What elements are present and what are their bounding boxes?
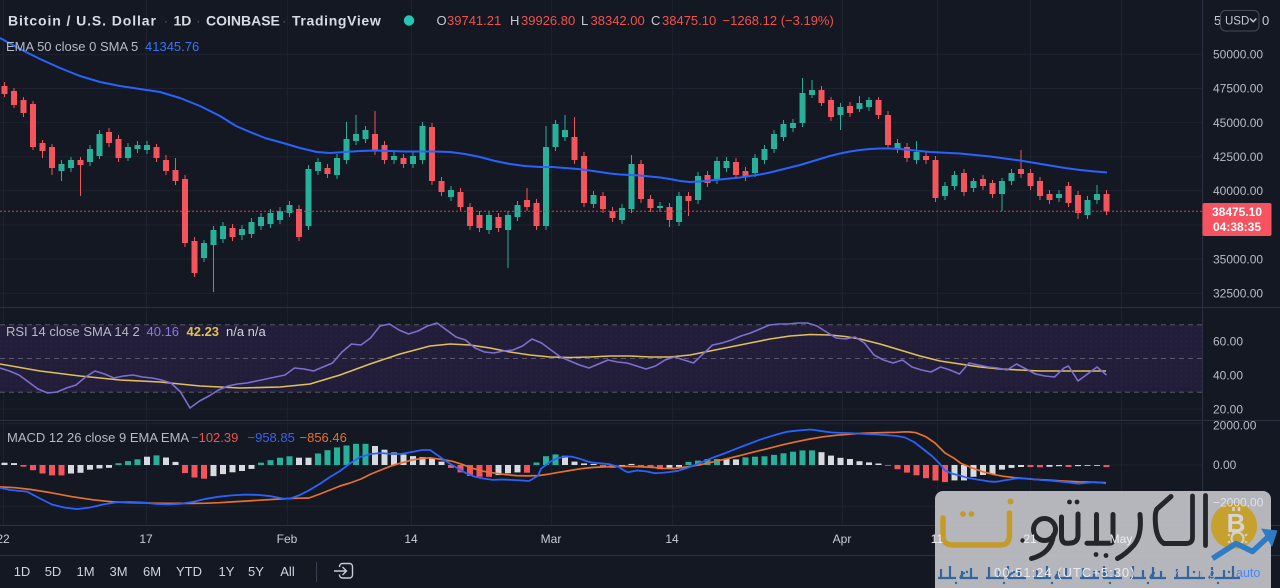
- svg-text:log: log: [1199, 566, 1216, 580]
- svg-text:00:51:24 (UTC+5:30): 00:51:24 (UTC+5:30): [994, 565, 1135, 580]
- svg-text:%: %: [1171, 566, 1182, 580]
- svg-text:42.23: 42.23: [187, 324, 220, 339]
- svg-text:0: 0: [1262, 13, 1269, 28]
- svg-text:39926.80: 39926.80: [521, 13, 575, 28]
- svg-text:5: 5: [1214, 13, 1221, 28]
- svg-text:50000.00: 50000.00: [1213, 48, 1263, 62]
- svg-text:5Y: 5Y: [248, 564, 264, 579]
- svg-text:auto: auto: [1236, 566, 1260, 580]
- svg-text:RSI 14 close SMA 14 2: RSI 14 close SMA 14 2: [6, 324, 140, 339]
- svg-text:L: L: [581, 13, 588, 28]
- svg-text:EMA 50 close 0 SMA 5: EMA 50 close 0 SMA 5: [6, 39, 138, 54]
- svg-text:11: 11: [931, 532, 944, 546]
- svg-text:−958.85: −958.85: [248, 430, 295, 445]
- svg-text:−856.46: −856.46: [300, 430, 347, 445]
- svg-text:−2000.00: −2000.00: [1213, 496, 1264, 510]
- svg-text:USD: USD: [1225, 16, 1249, 28]
- svg-text:May: May: [1110, 532, 1133, 546]
- svg-text:38342.00: 38342.00: [591, 13, 645, 28]
- svg-text:1D: 1D: [14, 564, 31, 579]
- svg-text:−1268.12 (−3.19%): −1268.12 (−3.19%): [723, 13, 834, 28]
- svg-text:Mar: Mar: [541, 532, 562, 546]
- svg-text:1Y: 1Y: [219, 564, 235, 579]
- svg-text:20.00: 20.00: [1213, 402, 1243, 416]
- svg-text:·: ·: [282, 13, 287, 29]
- svg-text:14: 14: [665, 532, 679, 546]
- svg-text:Bitcoin / U.S. Dollar: Bitcoin / U.S. Dollar: [8, 13, 157, 29]
- svg-text:47500.00: 47500.00: [1213, 82, 1263, 96]
- svg-text:38475.10: 38475.10: [662, 13, 716, 28]
- svg-text:n/a n/a: n/a n/a: [226, 324, 267, 339]
- svg-text:All: All: [280, 564, 295, 579]
- svg-text:21: 21: [1023, 532, 1037, 546]
- svg-text:17: 17: [139, 532, 153, 546]
- svg-text:14: 14: [404, 532, 418, 546]
- svg-text:C: C: [651, 13, 660, 28]
- svg-text:35000.00: 35000.00: [1213, 252, 1263, 266]
- svg-text:39741.21: 39741.21: [447, 13, 501, 28]
- svg-text:2000.00: 2000.00: [1213, 419, 1257, 433]
- svg-text:32500.00: 32500.00: [1213, 286, 1263, 300]
- svg-text:45000.00: 45000.00: [1213, 116, 1263, 130]
- svg-text:6M: 6M: [143, 564, 161, 579]
- svg-text:42500.00: 42500.00: [1213, 150, 1263, 164]
- svg-text:40.00: 40.00: [1213, 369, 1243, 383]
- svg-text:Apr: Apr: [833, 532, 852, 546]
- svg-text:38475.10: 38475.10: [1212, 205, 1262, 219]
- svg-text:1D: 1D: [174, 13, 192, 29]
- svg-text:22: 22: [0, 532, 10, 546]
- svg-text:·: ·: [196, 13, 201, 29]
- svg-text:−102.39: −102.39: [191, 430, 238, 445]
- svg-text:O: O: [437, 13, 447, 28]
- svg-text:Feb: Feb: [277, 532, 298, 546]
- svg-text:1M: 1M: [76, 564, 94, 579]
- svg-text:YTD: YTD: [176, 564, 202, 579]
- svg-text:TradingView: TradingView: [292, 13, 381, 29]
- svg-text:·: ·: [164, 13, 169, 29]
- svg-text:0.00: 0.00: [1213, 458, 1237, 472]
- svg-text:41345.76: 41345.76: [145, 39, 199, 54]
- svg-text:40.16: 40.16: [147, 324, 180, 339]
- svg-text:60.00: 60.00: [1213, 335, 1243, 349]
- svg-text:COINBASE: COINBASE: [206, 13, 280, 29]
- svg-text:3M: 3M: [109, 564, 127, 579]
- svg-text:5D: 5D: [45, 564, 62, 579]
- svg-text:H: H: [510, 13, 519, 28]
- svg-text:04:38:35: 04:38:35: [1213, 220, 1261, 234]
- svg-text:MACD 12 26 close 9 EMA EMA: MACD 12 26 close 9 EMA EMA: [7, 430, 189, 445]
- svg-text:40000.00: 40000.00: [1213, 184, 1263, 198]
